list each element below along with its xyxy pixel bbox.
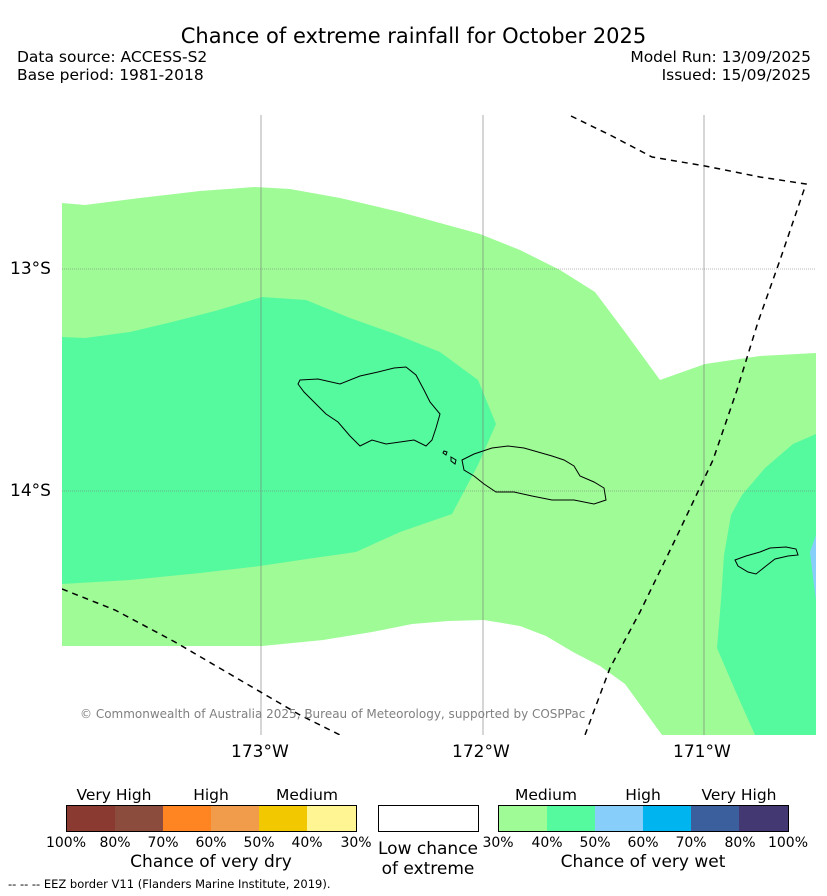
lon-label-171w: 171°W (673, 742, 731, 762)
region-wet-40-50-east (717, 434, 816, 735)
dry-tick-6: 30% (340, 835, 372, 851)
dry-tick-1: 80% (99, 835, 131, 851)
map-title: Chance of extreme rainfall for October 2… (180, 24, 647, 48)
island-savaii (297, 366, 441, 447)
island-upolu (461, 445, 607, 505)
copyright-notice: © Commonwealth of Australia 2025, Bureau… (80, 707, 586, 721)
wet-tick-1: 40% (531, 835, 563, 851)
wet-tick-3: 60% (627, 835, 659, 851)
dry-cat-very-high: Very High (76, 786, 152, 804)
dry-cat-high: High (193, 786, 229, 804)
dry-colorbar (66, 805, 357, 832)
model-run-label: Model Run: 13/09/2025 (630, 48, 811, 66)
wet-swatch-3 (643, 806, 692, 831)
island-apolima (442, 450, 448, 456)
region-wet-40-50-west (62, 297, 496, 584)
dry-tick-0: 100% (45, 835, 87, 851)
wet-swatch-2 (595, 806, 644, 831)
wet-swatch-5 (739, 806, 788, 831)
eez-border-note: -- -- -- EEZ border V11 (Flanders Marine… (8, 877, 331, 891)
wet-tick-6: 100% (767, 835, 809, 851)
region-wet-50-60 (810, 535, 816, 600)
low-chance-swatch (378, 805, 479, 832)
map-area (62, 115, 816, 735)
dry-legend-title: Chance of very dry (130, 852, 292, 872)
dry-swatch-4 (259, 806, 308, 831)
wet-swatch-1 (547, 806, 596, 831)
wet-tick-2: 50% (579, 835, 611, 851)
dry-cat-medium: Medium (276, 786, 338, 804)
dry-swatch-5 (307, 806, 356, 831)
wet-tick-0: 30% (482, 835, 514, 851)
island-tutuila (734, 546, 799, 575)
dry-swatch-2 (163, 806, 212, 831)
dry-tick-2: 70% (147, 835, 179, 851)
island-manono (450, 456, 457, 465)
islands (297, 366, 799, 575)
dry-tick-4: 50% (243, 835, 275, 851)
issued-label: Issued: 15/09/2025 (661, 66, 811, 84)
dry-swatch-1 (115, 806, 164, 831)
wet-cat-medium: Medium (515, 786, 577, 804)
low-legend-title-2: of extreme (381, 859, 475, 879)
wet-cat-very-high: Very High (701, 786, 777, 804)
base-period-label: Base period: 1981-2018 (17, 66, 204, 84)
dry-swatch-3 (211, 806, 260, 831)
wet-tick-5: 80% (724, 835, 756, 851)
dry-tick-5: 40% (291, 835, 323, 851)
low-legend-title-1: Low chance (378, 839, 478, 859)
dry-swatch-0 (67, 806, 116, 831)
wet-swatch-4 (691, 806, 740, 831)
wet-cat-high: High (625, 786, 661, 804)
lon-label-173w: 173°W (231, 742, 289, 762)
graticule (62, 115, 816, 735)
lat-label-14s: 14°S (10, 481, 51, 501)
eez-border (62, 115, 808, 735)
wet-legend-title: Chance of very wet (560, 852, 726, 872)
wet-colorbar (498, 805, 789, 832)
wet-swatch-0 (499, 806, 548, 831)
lon-label-172w: 172°W (452, 742, 510, 762)
dry-tick-3: 60% (195, 835, 227, 851)
lat-label-13s: 13°S (10, 259, 51, 279)
data-source-label: Data source: ACCESS-S2 (17, 48, 208, 66)
wet-tick-4: 70% (675, 835, 707, 851)
